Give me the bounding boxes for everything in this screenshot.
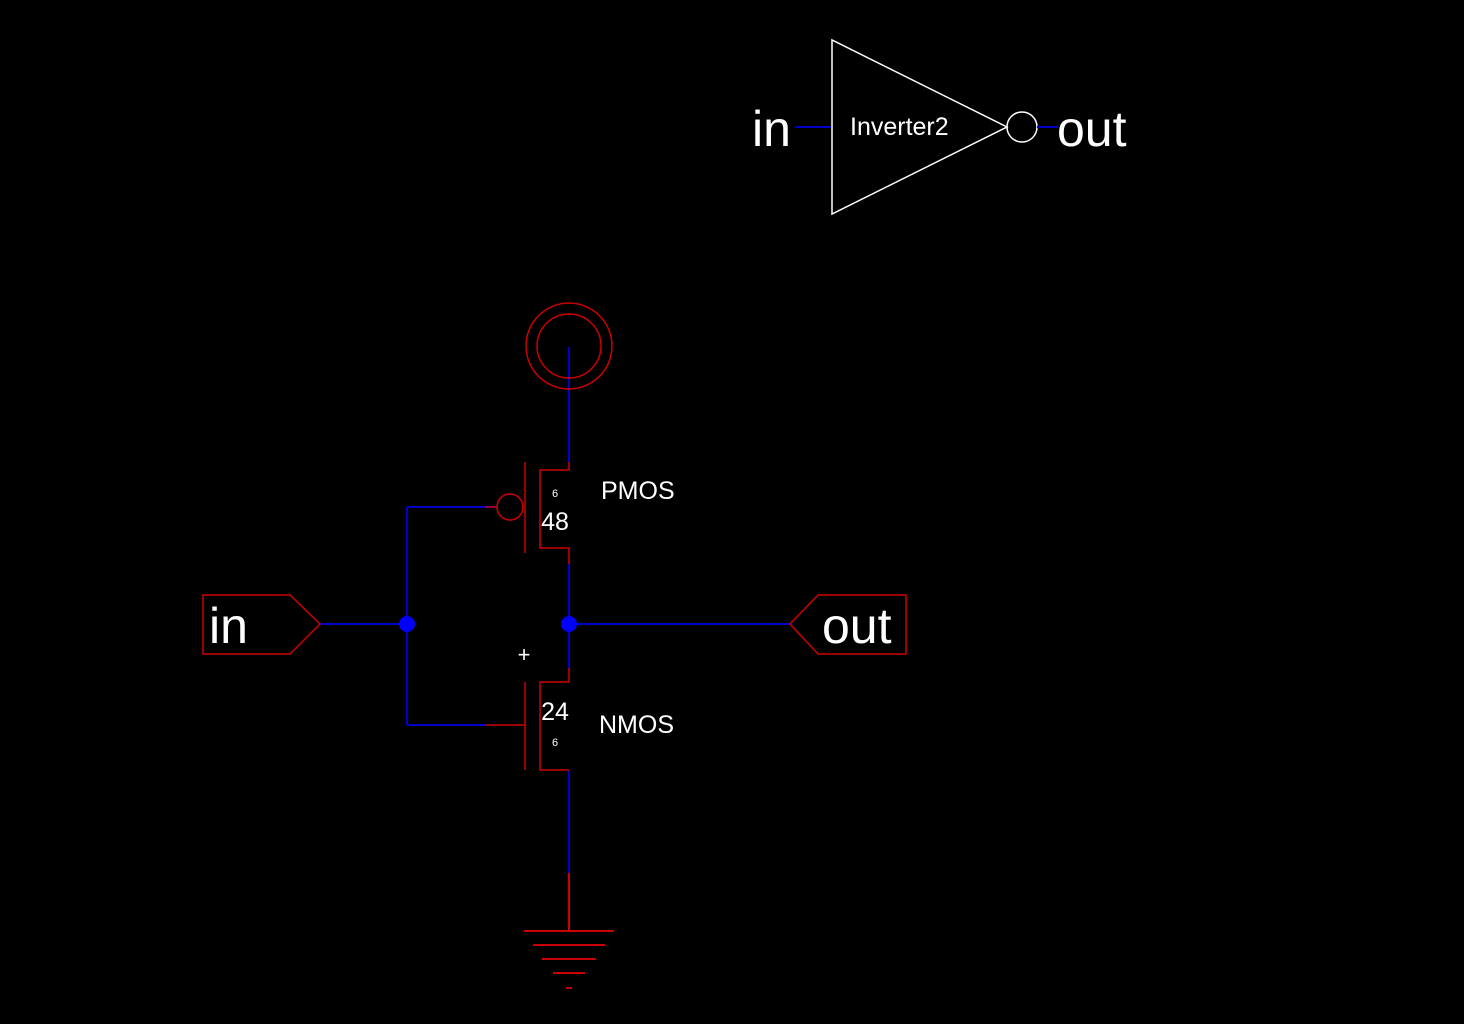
input-junction-dot[interactable]	[399, 616, 415, 632]
inverter-triangle	[831, 38, 1009, 216]
symbol-output-pin-label: out	[1057, 101, 1127, 157]
vdd-symbol[interactable]	[525, 302, 613, 390]
output-junction-dot[interactable]	[561, 616, 577, 632]
pmos-transistor[interactable]	[485, 462, 570, 564]
pmos-width-label: 48	[541, 508, 569, 536]
nmos-width-label: 24	[541, 698, 569, 726]
inverter-symbol[interactable]: in Inverter2 out	[752, 38, 1127, 216]
vdd-outer-ring	[525, 302, 613, 390]
ground-symbol[interactable]	[524, 873, 614, 989]
output-port-label: out	[822, 598, 892, 654]
input-port-outline	[202, 594, 322, 655]
pmos-channel	[539, 462, 570, 564]
output-port-outline	[788, 594, 907, 655]
nmos-type-label: NMOS	[599, 711, 674, 739]
wires	[320, 347, 790, 873]
pmos-length-label: 6	[552, 488, 558, 500]
nmos-transistor[interactable]	[485, 668, 570, 771]
nmos-length-label: 6	[552, 737, 558, 749]
nmos-channel	[539, 668, 570, 771]
symbol-input-pin-label: in	[752, 101, 791, 157]
input-port-label: in	[209, 598, 248, 654]
vdd-inner-ring	[536, 313, 602, 379]
symbol-name-label: Inverter2	[850, 113, 949, 141]
output-port[interactable]: out	[788, 594, 907, 655]
input-port[interactable]: in	[202, 594, 322, 655]
cursor-crosshair-icon: +	[518, 642, 531, 667]
pmos-type-label: PMOS	[601, 477, 675, 505]
